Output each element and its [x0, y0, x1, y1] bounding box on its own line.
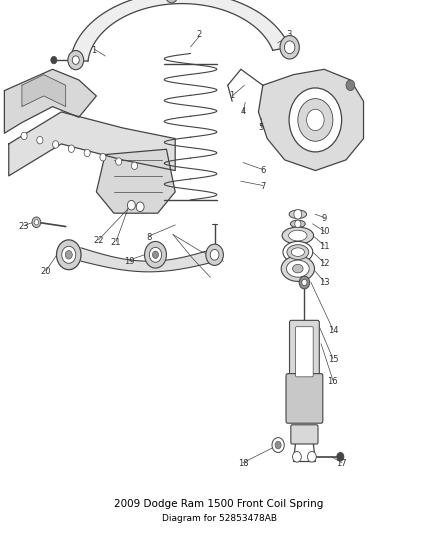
Ellipse shape [293, 264, 303, 273]
Circle shape [32, 217, 41, 228]
Circle shape [127, 200, 135, 210]
Circle shape [206, 244, 223, 265]
Text: 5: 5 [258, 124, 263, 132]
Text: 13: 13 [319, 278, 329, 287]
Ellipse shape [281, 256, 314, 281]
Circle shape [57, 240, 81, 270]
Text: 2: 2 [197, 30, 202, 39]
Circle shape [293, 451, 301, 462]
Text: 21: 21 [111, 238, 121, 247]
Text: 14: 14 [328, 326, 338, 335]
Ellipse shape [287, 245, 309, 260]
Text: 4: 4 [240, 108, 246, 116]
Text: 7: 7 [260, 182, 265, 191]
Ellipse shape [289, 230, 307, 241]
Circle shape [68, 51, 84, 70]
Circle shape [37, 136, 43, 144]
Circle shape [337, 453, 344, 461]
Text: Diagram for 52853478AB: Diagram for 52853478AB [162, 514, 276, 522]
Circle shape [284, 41, 295, 54]
Circle shape [302, 279, 307, 286]
Circle shape [100, 154, 106, 161]
Text: 18: 18 [238, 459, 248, 468]
Text: 22: 22 [93, 237, 104, 245]
Circle shape [145, 241, 166, 268]
Text: 1: 1 [230, 92, 235, 100]
Circle shape [346, 80, 355, 91]
Circle shape [307, 451, 316, 462]
Circle shape [84, 149, 90, 157]
Circle shape [116, 158, 122, 165]
Ellipse shape [291, 248, 304, 256]
Circle shape [152, 251, 159, 259]
Ellipse shape [289, 210, 307, 219]
Ellipse shape [283, 241, 313, 263]
Circle shape [136, 202, 144, 212]
Polygon shape [96, 149, 175, 213]
Text: 19: 19 [124, 257, 134, 265]
Text: 11: 11 [319, 242, 329, 251]
Text: 3: 3 [286, 30, 292, 39]
Circle shape [280, 36, 299, 59]
Circle shape [299, 276, 310, 289]
Text: 1: 1 [92, 46, 97, 55]
Circle shape [295, 220, 301, 228]
Circle shape [65, 251, 72, 259]
FancyBboxPatch shape [290, 320, 319, 383]
Text: 10: 10 [319, 228, 329, 236]
Circle shape [210, 249, 219, 260]
Ellipse shape [282, 227, 314, 244]
Circle shape [166, 0, 178, 3]
Circle shape [294, 209, 302, 219]
Text: 12: 12 [319, 260, 329, 268]
FancyBboxPatch shape [291, 425, 318, 444]
Text: 16: 16 [328, 377, 338, 385]
Polygon shape [81, 248, 217, 272]
Circle shape [68, 145, 74, 152]
Text: 8: 8 [146, 233, 152, 241]
Circle shape [289, 88, 342, 152]
FancyBboxPatch shape [286, 374, 323, 423]
Text: 15: 15 [328, 356, 338, 364]
Ellipse shape [290, 220, 305, 228]
Text: 6: 6 [260, 166, 265, 175]
Circle shape [21, 132, 27, 140]
Circle shape [51, 56, 57, 64]
Polygon shape [4, 69, 96, 133]
Circle shape [272, 438, 284, 453]
Circle shape [307, 109, 324, 131]
Ellipse shape [286, 260, 309, 277]
Circle shape [72, 56, 79, 64]
Circle shape [62, 246, 76, 263]
FancyBboxPatch shape [296, 327, 313, 377]
Text: 2009 Dodge Ram 1500 Front Coil Spring: 2009 Dodge Ram 1500 Front Coil Spring [114, 499, 324, 508]
Circle shape [131, 162, 138, 169]
Text: 9: 9 [321, 214, 327, 223]
Polygon shape [22, 75, 66, 107]
Circle shape [149, 247, 162, 262]
Text: 20: 20 [41, 268, 51, 276]
Circle shape [275, 441, 281, 449]
Polygon shape [71, 0, 290, 61]
Polygon shape [9, 112, 175, 176]
Text: 23: 23 [19, 222, 29, 231]
Circle shape [53, 141, 59, 148]
Text: 17: 17 [336, 459, 347, 468]
Circle shape [298, 99, 333, 141]
Polygon shape [258, 69, 364, 171]
Circle shape [34, 220, 39, 225]
